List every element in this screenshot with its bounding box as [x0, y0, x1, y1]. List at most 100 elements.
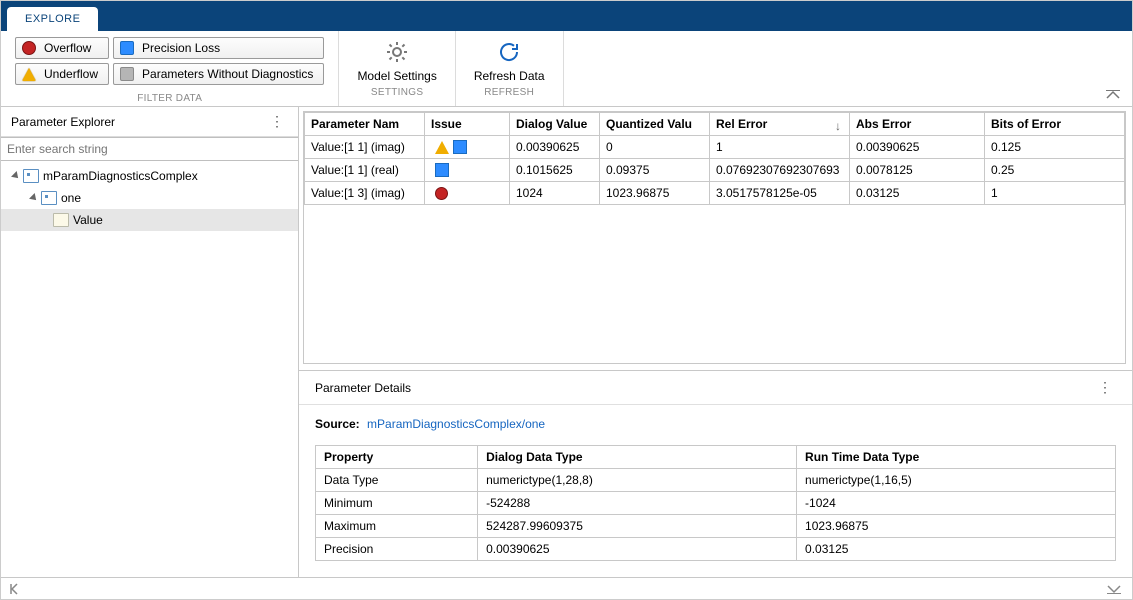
issue-cell — [425, 136, 510, 159]
overflow-filter-button[interactable]: Overflow — [15, 37, 109, 59]
props-cell: numerictype(1,16,5) — [797, 469, 1116, 492]
grid-header[interactable]: Rel Error↓ — [710, 113, 850, 136]
props-cell: 0.00390625 — [478, 538, 797, 561]
model-icon — [23, 169, 39, 183]
nodiag-filter-button[interactable]: Parameters Without Diagnostics — [113, 63, 324, 85]
source-link[interactable]: mParamDiagnosticsComplex/one — [367, 417, 545, 431]
overflow-label: Overflow — [44, 41, 91, 55]
props-row: Precision0.003906250.03125 — [316, 538, 1116, 561]
props-cell: Precision — [316, 538, 478, 561]
props-cell: numerictype(1,28,8) — [478, 469, 797, 492]
tree-root[interactable]: mParamDiagnosticsComplex — [1, 165, 298, 187]
explorer-menu-button[interactable]: ⋮ — [266, 113, 288, 130]
bits-error-cell: 0.25 — [985, 159, 1125, 182]
props-cell: 524287.99609375 — [478, 515, 797, 538]
model-settings-button[interactable]: Model Settings — [353, 37, 440, 85]
grid-row[interactable]: Value:[1 3] (imag) 1024 1023.96875 3.051… — [305, 182, 1125, 205]
abs-error-cell: 0.03125 — [850, 182, 985, 205]
tree-root-label: mParamDiagnosticsComplex — [43, 169, 198, 183]
grid-header[interactable]: Abs Error — [850, 113, 985, 136]
settings-caption: SETTINGS — [371, 87, 423, 98]
source-line: Source: mParamDiagnosticsComplex/one — [315, 417, 1116, 431]
props-row: Data Typenumerictype(1,28,8)numerictype(… — [316, 469, 1116, 492]
underflow-label: Underflow — [44, 67, 98, 81]
param-name-cell: Value:[1 3] (imag) — [305, 182, 425, 205]
properties-table: PropertyDialog Data TypeRun Time Data Ty… — [315, 445, 1116, 561]
expand-icon — [29, 193, 39, 203]
overflow-icon — [22, 41, 36, 55]
source-label: Source: — [315, 417, 360, 431]
props-header: Run Time Data Type — [797, 446, 1116, 469]
props-cell: 1023.96875 — [797, 515, 1116, 538]
refresh-icon — [496, 39, 522, 65]
toolstrip: Overflow Precision Loss Underflow Parame… — [1, 31, 1132, 107]
details-menu-button[interactable]: ⋮ — [1094, 379, 1116, 396]
nodiag-label: Parameters Without Diagnostics — [142, 67, 313, 81]
nodiag-icon — [120, 67, 134, 81]
grid-header[interactable]: Dialog Value — [510, 113, 600, 136]
search-input[interactable] — [1, 137, 298, 161]
filter-group: Overflow Precision Loss Underflow Parame… — [1, 31, 339, 106]
param-name-cell: Value:[1 1] (real) — [305, 159, 425, 182]
props-header: Dialog Data Type — [478, 446, 797, 469]
status-right-button[interactable] — [299, 584, 1132, 594]
issue-cell — [425, 182, 510, 205]
tree-leaf-label: Value — [73, 213, 103, 227]
refresh-group: Refresh Data REFRESH — [456, 31, 564, 106]
underflow-icon — [435, 141, 449, 154]
issue-cell — [425, 159, 510, 182]
collapse-toolstrip-button[interactable] — [1094, 31, 1132, 106]
refresh-label: Refresh Data — [474, 69, 545, 83]
filter-caption: FILTER DATA — [137, 93, 202, 104]
refresh-caption: REFRESH — [484, 87, 534, 98]
abs-error-cell: 0.00390625 — [850, 136, 985, 159]
settings-group: Model Settings SETTINGS — [339, 31, 455, 106]
props-row: Minimum-524288-1024 — [316, 492, 1116, 515]
gear-icon — [384, 39, 410, 65]
grid-header[interactable]: Bits of Error — [985, 113, 1125, 136]
props-cell: 0.03125 — [797, 538, 1116, 561]
grid-header[interactable]: Issue — [425, 113, 510, 136]
bits-error-cell: 1 — [985, 182, 1125, 205]
param-icon — [53, 213, 69, 227]
props-cell: Data Type — [316, 469, 478, 492]
quantized-value-cell: 0.09375 — [600, 159, 710, 182]
title-bar: EXPLORE — [1, 1, 1132, 31]
status-left-button[interactable] — [1, 583, 299, 595]
abs-error-cell: 0.0078125 — [850, 159, 985, 182]
underflow-filter-button[interactable]: Underflow — [15, 63, 109, 85]
bits-error-cell: 0.125 — [985, 136, 1125, 159]
tree-child-label: one — [61, 191, 81, 205]
rel-error-cell: 3.0517578125e-05 — [710, 182, 850, 205]
quantized-value-cell: 0 — [600, 136, 710, 159]
props-header: Property — [316, 446, 478, 469]
tree-leaf[interactable]: Value — [1, 209, 298, 231]
props-cell: -524288 — [478, 492, 797, 515]
precision-icon — [120, 41, 134, 55]
grid-header[interactable]: Parameter Nam — [305, 113, 425, 136]
right-pane: Parameter NamIssueDialog ValueQuantized … — [299, 107, 1132, 577]
block-icon — [41, 191, 57, 205]
props-cell: Minimum — [316, 492, 478, 515]
explorer-tree: mParamDiagnosticsComplex one Value — [1, 161, 298, 235]
explore-tab[interactable]: EXPLORE — [7, 7, 98, 31]
props-row: Maximum524287.996093751023.96875 — [316, 515, 1116, 538]
props-cell: Maximum — [316, 515, 478, 538]
precision-icon — [435, 163, 449, 177]
rel-error-cell: 1 — [710, 136, 850, 159]
details-panel: Parameter Details ⋮ Source: mParamDiagno… — [299, 370, 1132, 577]
dialog-value-cell: 1024 — [510, 182, 600, 205]
refresh-button[interactable]: Refresh Data — [470, 37, 549, 85]
precision-filter-button[interactable]: Precision Loss — [113, 37, 324, 59]
grid-row[interactable]: Value:[1 1] (imag) 0.00390625 0 1 0.0039… — [305, 136, 1125, 159]
underflow-icon — [22, 68, 36, 81]
explorer-title: Parameter Explorer — [11, 115, 266, 129]
grid-header[interactable]: Quantized Valu — [600, 113, 710, 136]
details-title: Parameter Details — [315, 381, 1094, 395]
expand-icon — [11, 171, 21, 181]
grid-row[interactable]: Value:[1 1] (real) 0.1015625 0.09375 0.0… — [305, 159, 1125, 182]
dialog-value-cell: 0.1015625 — [510, 159, 600, 182]
results-grid[interactable]: Parameter NamIssueDialog ValueQuantized … — [304, 112, 1125, 205]
tree-child[interactable]: one — [1, 187, 298, 209]
precision-icon — [453, 140, 467, 154]
